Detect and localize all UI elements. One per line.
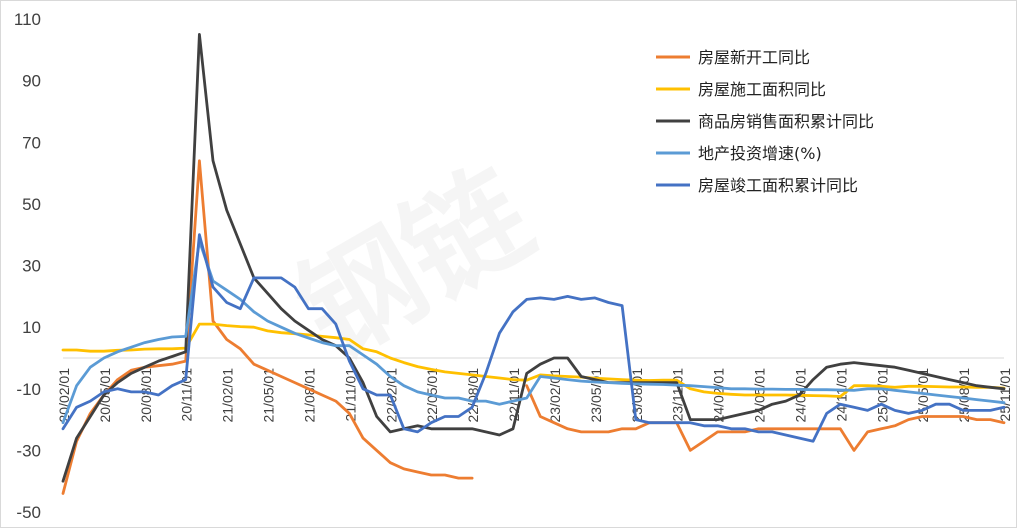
- legend-label-1: 房屋新开工同比: [698, 48, 810, 67]
- series-line-4: [61, 239, 1006, 425]
- x-tick-label: 20/08/01: [138, 368, 154, 423]
- series-line-1: [61, 159, 1006, 495]
- y-tick-label: 90: [22, 72, 41, 91]
- y-tick-label: 30: [22, 257, 41, 276]
- y-tick-label: 50: [22, 195, 41, 214]
- x-tick-label: 25/08/01: [956, 368, 972, 423]
- x-tick-label: 25/11/01: [997, 368, 1013, 422]
- legend-label-4: 地产投资增速(%): [698, 144, 822, 163]
- legend-label-5: 房屋竣工面积累计同比: [698, 176, 858, 195]
- legend-label-3: 商品房销售面积累计同比: [698, 112, 874, 131]
- y-axis: -50 -30 -10 10 30 50 70 90 110: [14, 10, 41, 522]
- x-tick-label: 21/05/01: [261, 368, 277, 423]
- x-tick-label: 24/02/01: [711, 368, 727, 423]
- series-line-3: [61, 33, 1006, 483]
- series-line-5: [61, 233, 1006, 443]
- watermark-logo: 钢链: [276, 145, 553, 385]
- x-tick-label: 23/05/01: [588, 368, 604, 423]
- series-layer: [61, 33, 1006, 495]
- svg-text:钢链: 钢链: [276, 145, 553, 385]
- y-tick-label: 10: [22, 318, 41, 337]
- y-tick-label: -50: [16, 503, 41, 522]
- x-tick-label: 21/02/01: [220, 368, 236, 423]
- legend-label-2: 房屋施工面积同比: [698, 80, 826, 99]
- x-tick-label: 23/02/01: [547, 368, 563, 423]
- x-tick-label: 22/11/01: [506, 368, 522, 422]
- x-tick-label: 25/02/01: [874, 368, 890, 423]
- y-tick-label: -30: [16, 441, 41, 460]
- y-tick-label: -10: [16, 380, 41, 399]
- x-tick-label: 23/11/01: [670, 368, 686, 422]
- x-tick-label: 21/08/01: [301, 368, 317, 423]
- x-tick-label: 20/02/01: [56, 368, 72, 423]
- y-tick-label: 110: [14, 10, 41, 29]
- x-tick-label: 21/11/01: [342, 368, 358, 422]
- y-tick-label: 70: [22, 133, 41, 152]
